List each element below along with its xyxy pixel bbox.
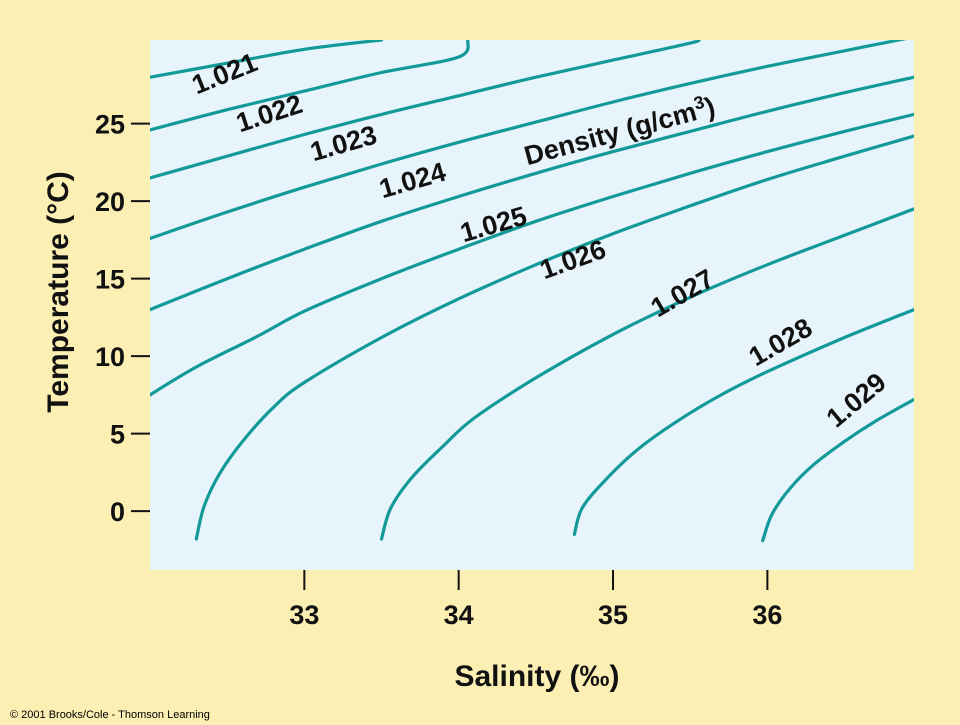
isopycnal-line-1-030 (761, 397, 914, 543)
x-tick-label-33: 33 (289, 600, 319, 630)
isopycnal-line-1-024 (150, 40, 907, 240)
y-tick-label-5: 5 (110, 420, 125, 450)
isopycnal-line-1-023 (150, 40, 701, 180)
y-tick-label-25: 25 (95, 110, 125, 140)
isopycnal-line-1-028 (379, 207, 914, 541)
x-tick-label-34: 34 (444, 600, 474, 630)
y-tick-label-0: 0 (110, 497, 125, 527)
density-curves (150, 40, 914, 543)
plot-area (150, 40, 914, 570)
isopycnal-line-1-025 (150, 75, 914, 312)
x-axis-label: Salinity (‰) (454, 660, 619, 693)
isopycnal-line-1-022 (150, 40, 470, 132)
y-axis-label: Temperature (°C) (42, 171, 75, 412)
x-tick-label-36: 36 (752, 600, 782, 630)
isopycnal-line-1-026 (150, 112, 914, 397)
isopycnal-line-1-027 (194, 134, 914, 541)
y-tick-label-10: 10 (95, 342, 125, 372)
y-tick-label-15: 15 (95, 265, 125, 295)
copyright-credit: © 2001 Brooks/Cole - Thomson Learning (10, 709, 210, 721)
y-tick-label-20: 20 (95, 187, 125, 217)
x-tick-label-35: 35 (598, 600, 628, 630)
isopycnal-line-1-021 (150, 40, 384, 79)
isopycnal-line-1-029 (572, 308, 914, 536)
